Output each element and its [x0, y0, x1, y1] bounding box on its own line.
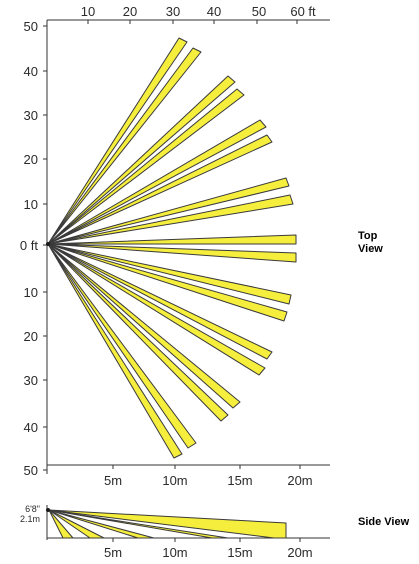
beam: [47, 119, 267, 245]
beam: [47, 234, 297, 245]
mount-height-ft: 6'8": [25, 504, 40, 514]
beam: [47, 243, 229, 422]
beam: [47, 88, 245, 245]
left-tick-label: 10: [24, 197, 38, 212]
left-tick-label: 50: [24, 463, 38, 478]
left-tick-label: 0 ft: [20, 238, 38, 253]
bottom-ruler-labels: 5m 10m 15m 20m: [104, 473, 313, 488]
side-tick-label: 10m: [162, 545, 187, 560]
beam: [47, 194, 294, 245]
side-tick-label: 15m: [227, 545, 252, 560]
left-tick-label: 30: [24, 373, 38, 388]
top-ruler-ticks: [87, 20, 298, 24]
side-beams: [48, 509, 287, 539]
side-view-label: Side View: [358, 516, 410, 528]
beam: [47, 243, 297, 263]
bottom-tick-label: 15m: [227, 473, 252, 488]
side-beam: [48, 509, 155, 539]
side-beam: [48, 509, 287, 539]
left-tick-label: 40: [24, 420, 38, 435]
side-beam: [48, 509, 229, 539]
sensor-origin-marker: [46, 242, 50, 246]
beam: [47, 177, 290, 245]
left-tick-label: 40: [24, 64, 38, 79]
bottom-tick-label: 20m: [287, 473, 312, 488]
beam: [47, 243, 183, 459]
bottom-ruler-ticks: [112, 465, 301, 469]
top-ruler-labels: 10 20 30 40 50 60 ft: [81, 4, 316, 19]
side-ruler-ticks: [112, 538, 301, 542]
top-view: 10 20 30 40 50 60 ft 50 40 30 20: [20, 4, 383, 488]
left-tick-label: 30: [24, 108, 38, 123]
side-tick-label: 20m: [287, 545, 312, 560]
top-view-label-line2: View: [358, 243, 383, 255]
side-ruler-labels: 5m 10m 15m 20m: [104, 545, 313, 560]
beam: [47, 37, 188, 245]
side-beam: [48, 509, 105, 539]
top-tick-label: 50: [252, 4, 266, 19]
beam: [47, 243, 292, 305]
side-beam: [48, 509, 74, 539]
detection-beams: [47, 37, 297, 459]
left-ruler-labels: 50 40 30 20 10 0 ft 10 20 30 40 50: [20, 19, 38, 478]
beam: [47, 243, 273, 360]
top-tick-label: 60 ft: [290, 4, 316, 19]
side-origin-marker: [46, 508, 50, 512]
mount-height-m: 2.1m: [20, 514, 40, 524]
beam: [47, 243, 288, 322]
beam: [47, 243, 197, 449]
top-tick-label: 40: [207, 4, 221, 19]
beam: [47, 243, 241, 409]
beam: [47, 47, 202, 245]
top-tick-label: 20: [123, 4, 137, 19]
side-view: 6'8" 2.1m 5m 10m 15m 20m Side View: [20, 504, 410, 560]
beam: [47, 134, 273, 245]
top-tick-label: 30: [166, 4, 180, 19]
bottom-tick-label: 10m: [162, 473, 187, 488]
side-tick-label: 5m: [104, 545, 122, 560]
left-ruler-ticks: [43, 25, 47, 471]
bottom-tick-label: 5m: [104, 473, 122, 488]
left-tick-label: 20: [24, 152, 38, 167]
beam: [47, 75, 236, 245]
top-tick-label: 10: [81, 4, 95, 19]
left-tick-label: 50: [24, 19, 38, 34]
beam: [47, 243, 266, 376]
left-tick-label: 20: [24, 329, 38, 344]
top-view-label: Top: [358, 230, 378, 242]
left-tick-label: 10: [24, 285, 38, 300]
